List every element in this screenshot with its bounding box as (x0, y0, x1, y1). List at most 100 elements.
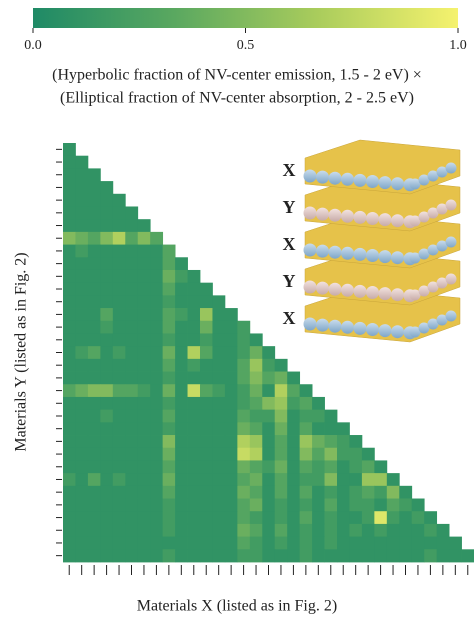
heatmap-cell (262, 358, 276, 372)
heatmap-cell (200, 384, 213, 398)
heatmap-cell (87, 219, 101, 233)
heatmap-cell (75, 244, 89, 258)
heatmap-cell (312, 447, 325, 461)
heatmap-cell (100, 181, 114, 195)
heatmap-cell (112, 409, 126, 423)
heatmap-cell (162, 282, 176, 296)
heatmap-cell (212, 447, 226, 461)
inset-atom (366, 175, 379, 188)
heatmap-cell (349, 460, 363, 474)
heatmap-cell (386, 485, 400, 499)
heatmap-cell (212, 346, 226, 360)
heatmap-cell (449, 549, 462, 563)
heatmap-cell (249, 435, 263, 449)
heatmap-cell (162, 396, 176, 411)
heatmap-cell (262, 346, 276, 360)
heatmap-cell (87, 485, 101, 499)
heatmap-cell (212, 333, 226, 347)
heatmap-cell (150, 447, 164, 461)
heatmap-cell (175, 295, 188, 309)
inset-atom (436, 314, 448, 326)
inset-atom (328, 319, 342, 333)
heatmap-cell (63, 498, 76, 512)
heatmap-cell (324, 447, 338, 461)
heatmap-cell (249, 371, 263, 385)
heatmap-cell (87, 308, 101, 322)
inset-atom (316, 281, 329, 295)
heatmap-cell (187, 549, 201, 563)
heatmap-cell (274, 523, 288, 538)
heatmap-cell (175, 384, 188, 398)
heatmap-cell (63, 549, 76, 563)
inset-atom (436, 277, 448, 289)
heatmap-cell (299, 384, 313, 398)
heatmap-cell (274, 447, 288, 461)
heatmap-cell (137, 549, 151, 563)
inset-atom (378, 287, 392, 301)
inset-atom (418, 322, 430, 334)
heatmap-cell (212, 409, 226, 423)
heatmap-cell (386, 536, 400, 550)
inset-atom (353, 284, 367, 298)
heatmap-cell (137, 244, 151, 258)
heatmap-cell (112, 485, 126, 499)
heatmap-cell (75, 409, 89, 423)
heatmap-cell (337, 485, 350, 499)
heatmap-cell (75, 257, 89, 271)
heatmap-cell (200, 409, 213, 423)
heatmap-cell (274, 435, 288, 449)
heatmap-cell (125, 409, 139, 423)
heatmap-cell (100, 282, 114, 296)
heatmap-cell (224, 358, 238, 372)
inset-atom (303, 243, 317, 257)
heatmap-cell (125, 523, 139, 538)
heatmap-cell (150, 536, 164, 550)
heatmap-cell (249, 409, 263, 423)
heatmap-cell (237, 511, 251, 525)
heatmap-cell (249, 498, 263, 512)
heatmap-cell (100, 536, 114, 550)
heatmap-cell (312, 549, 325, 563)
heatmap-cell (312, 485, 325, 499)
heatmap-cell (274, 396, 288, 411)
heatmap-cell (100, 549, 114, 563)
heatmap-cell (200, 485, 213, 499)
heatmap-cell (125, 282, 139, 296)
heatmap-cell (187, 333, 201, 347)
heatmap-cell (75, 333, 89, 347)
heatmap-cell (212, 308, 226, 322)
heatmap-cell (162, 257, 176, 271)
heatmap-cell (200, 447, 213, 461)
heatmap-cell (237, 384, 251, 398)
inset-label: X (283, 160, 296, 180)
heatmap-cell (224, 333, 238, 347)
heatmap-cell (75, 536, 89, 550)
heatmap-cell (150, 295, 164, 309)
heatmap-cell (287, 409, 301, 423)
heatmap-cell (212, 536, 226, 550)
heatmap-cell (75, 181, 89, 195)
heatmap-cell (125, 536, 139, 550)
heatmap-cell (175, 396, 188, 411)
heatmap-cell (150, 460, 164, 474)
heatmap-cell (349, 435, 363, 449)
heatmap-cell (100, 346, 114, 360)
heatmap-cell (237, 523, 251, 538)
heatmap-cell (125, 231, 139, 245)
heatmap-cell (75, 358, 89, 372)
heatmap-cell (274, 536, 288, 550)
inset-atom (445, 199, 457, 211)
heatmap-cell (100, 422, 114, 436)
heatmap-cell (100, 498, 114, 512)
heatmap-cell (100, 244, 114, 258)
heatmap-cell (162, 498, 176, 512)
heatmap-cell (224, 549, 238, 563)
heatmap-cell (87, 473, 101, 487)
inset-atom (436, 240, 448, 252)
heatmap-cell (200, 308, 213, 322)
heatmap-cell (87, 346, 101, 360)
inset-atom (391, 288, 404, 302)
heatmap-cell (324, 523, 338, 538)
heatmap-cell (200, 536, 213, 550)
heatmap-cell (187, 536, 201, 550)
